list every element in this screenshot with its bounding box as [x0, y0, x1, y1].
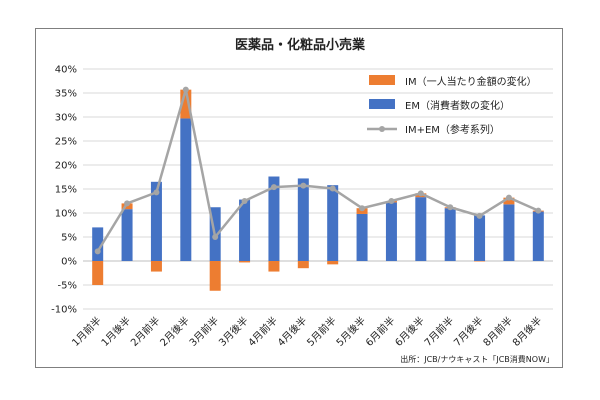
- im-bar-9: [327, 261, 339, 265]
- im-bar-14: [474, 261, 486, 262]
- sum-line: [94, 86, 542, 255]
- em-bar-14: [474, 215, 486, 261]
- em-bar-2: [121, 209, 133, 261]
- em-bar-13: [444, 208, 456, 261]
- x-tick-label: 2月後半: [157, 314, 192, 349]
- x-tick-label: 3月後半: [216, 314, 251, 349]
- im-bar-4: [180, 89, 192, 119]
- y-tick-label: 25%: [55, 137, 77, 148]
- chart-title: 医薬品・化粧品小売業: [235, 37, 366, 53]
- x-tick-label: 6月後半: [392, 314, 427, 349]
- legend-label: IM+EM（参考系列）: [405, 123, 500, 136]
- chart-canvas: 医薬品・化粧品小売業 -10% -5% 0% 5% 10% 15% 20% 25% 30% 35%…: [51, 37, 554, 364]
- x-tick-label: 7月後半: [451, 314, 486, 349]
- im-em-point-3: [153, 189, 160, 196]
- em-bar-8: [297, 178, 309, 261]
- x-axis-ticks: 1月前半1月後半2月前半2月後半3月前半3月後半4月前半4月後半5月前半5月後半…: [69, 314, 545, 349]
- im-em-point-13: [447, 204, 454, 211]
- legend-swatch: [369, 99, 395, 109]
- im-em-point-14: [476, 212, 483, 219]
- em-bar-7: [268, 176, 280, 261]
- y-tick-label: 35%: [55, 89, 77, 100]
- legend-swatch: [369, 75, 395, 85]
- x-tick-label: 7月前半: [421, 314, 456, 349]
- y-tick-label: 10%: [55, 209, 77, 220]
- im-em-point-7: [270, 184, 277, 191]
- im-em-point-8: [300, 182, 307, 189]
- y-tick-label: 0%: [61, 257, 77, 268]
- im-em-point-4: [182, 86, 189, 93]
- x-tick-label: 1月前半: [69, 314, 104, 349]
- legend-label: EM（消費者数の変化）: [405, 99, 510, 112]
- chart-frame: 医薬品・化粧品小売業 -10% -5% 0% 5% 10% 15% 20% 25% 30% 35%…: [35, 28, 563, 368]
- y-tick-label: -10%: [51, 305, 77, 316]
- im-bar-1: [92, 261, 104, 285]
- em-bar-6: [239, 199, 251, 261]
- em-bar-16: [532, 211, 544, 261]
- y-tick-label: -5%: [58, 281, 77, 292]
- em-bar-12: [415, 197, 427, 261]
- legend-marker: [379, 126, 385, 132]
- im-em-point-5: [212, 234, 219, 240]
- x-tick-label: 6月前半: [363, 314, 398, 349]
- x-tick-label: 5月後半: [333, 314, 368, 349]
- x-tick-label: 2月前半: [128, 314, 163, 349]
- x-tick-label: 8月前半: [480, 314, 515, 349]
- im-em-point-2: [124, 200, 131, 207]
- em-bar-15: [503, 204, 515, 261]
- x-tick-label: 5月前半: [304, 314, 339, 349]
- im-bar-5: [209, 261, 221, 291]
- em-bar-9: [327, 185, 339, 261]
- im-em-point-12: [417, 190, 424, 197]
- im-bar-7: [268, 261, 280, 272]
- em-bar-10: [356, 213, 368, 261]
- y-tick-label: 40%: [55, 65, 77, 76]
- y-tick-label: 30%: [55, 113, 77, 124]
- im-bar-6: [239, 261, 251, 263]
- im-em-point-16: [535, 207, 542, 214]
- im-bar-3: [150, 261, 162, 272]
- im-em-point-1: [94, 248, 101, 255]
- im-bar-15: [503, 197, 515, 205]
- y-tick-label: 20%: [55, 161, 77, 172]
- im-em-point-9: [329, 185, 336, 192]
- x-tick-label: 4月前半: [245, 314, 280, 349]
- em-bar-1: [92, 227, 104, 261]
- em-bar-3: [150, 181, 162, 261]
- im-bar-8: [297, 261, 309, 269]
- legend-label: IM（一人当たり金額の変化）: [405, 75, 537, 88]
- im-em-point-6: [241, 198, 248, 204]
- im-em-point-10: [359, 205, 366, 212]
- y-tick-label: 15%: [55, 185, 77, 196]
- im-em-point-15: [505, 194, 512, 201]
- im-em-point-11: [388, 198, 395, 204]
- legend: IM（一人当たり金額の変化） EM（消費者数の変化） IM+EM（参考系列）: [367, 75, 537, 136]
- source-note: 出所：JCB/ナウキャスト「JCB消費NOW」: [400, 354, 554, 364]
- y-axis-ticks: -10% -5% 0% 5% 10% 15% 20% 25% 30% 35% 40%: [51, 65, 77, 316]
- x-tick-label: 4月後半: [275, 314, 310, 349]
- x-tick-label: 8月後半: [510, 314, 545, 349]
- em-bar-4: [180, 118, 192, 261]
- x-tick-label: 1月後半: [98, 314, 133, 349]
- y-tick-label: 5%: [61, 233, 77, 244]
- im-em-line: [96, 88, 539, 253]
- x-tick-label: 3月前半: [186, 314, 221, 349]
- em-bar-11: [385, 202, 397, 261]
